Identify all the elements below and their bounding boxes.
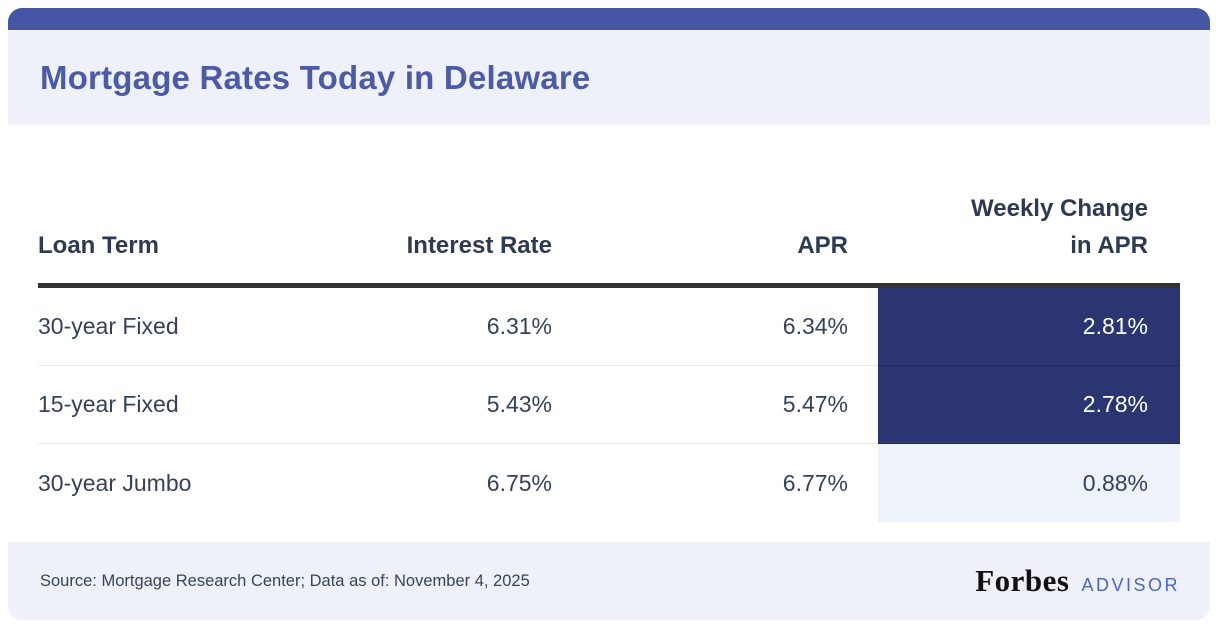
loan-term-cell: 30-year Jumbo (38, 469, 192, 496)
footer-band: Source: Mortgage Research Center; Data a… (8, 542, 1210, 620)
source-note: Source: Mortgage Research Center; Data a… (40, 571, 530, 590)
weekly-change-cell: 0.88% (878, 444, 1180, 522)
column-header-weekly-change: Weekly Change in APR (878, 190, 1180, 264)
weekly-change-cell-highlighted: 2.78% (878, 366, 1180, 444)
interest-rate-cell: 6.31% (278, 288, 558, 366)
apr-cell: 5.47% (558, 366, 878, 444)
loan-term-cell: 30-year Fixed (38, 288, 278, 366)
forbes-wordmark: Forbes (975, 563, 1070, 598)
apr-cell: 6.34% (558, 288, 878, 366)
table-row: 15-year Fixed 5.43% 5.47% 2.78% (38, 366, 1180, 444)
interest-rate-cell: 5.43% (278, 366, 558, 444)
table-row: 30-year Fixed 6.31% 6.34% 2.81% (38, 288, 1180, 366)
table-section: Loan Term Interest Rate APR Weekly Chang… (8, 125, 1210, 542)
table-row: 30-year Jumbo 6.75% 6.77% 0.88% (38, 444, 1180, 522)
page-title: Mortgage Rates Today in Delaware (40, 58, 591, 96)
accent-top-bar (8, 8, 1210, 30)
title-band: Mortgage Rates Today in Delaware (8, 30, 1210, 125)
apr-cell: 6.77% (782, 469, 848, 496)
interest-rate-cell: 6.75% (486, 469, 552, 496)
column-header-interest-rate: Interest Rate (406, 232, 552, 259)
loan-term-cell: 15-year Fixed (38, 366, 278, 444)
column-header-weekly-change-line1: Weekly Change (971, 195, 1148, 222)
weekly-change-cell-highlighted: 2.81% (878, 288, 1180, 366)
column-header-loan-term: Loan Term (38, 232, 159, 259)
mortgage-rates-card: Mortgage Rates Today in Delaware Loan Te… (8, 8, 1210, 620)
advisor-wordmark: ADVISOR (1081, 575, 1180, 595)
column-header-weekly-change-line2: in APR (1070, 232, 1148, 259)
column-header-apr: APR (797, 232, 848, 259)
header-rule (38, 283, 1180, 288)
table-header-row: Loan Term Interest Rate APR Weekly Chang… (38, 125, 1180, 283)
forbes-advisor-logo: Forbes ADVISOR (975, 563, 1180, 599)
